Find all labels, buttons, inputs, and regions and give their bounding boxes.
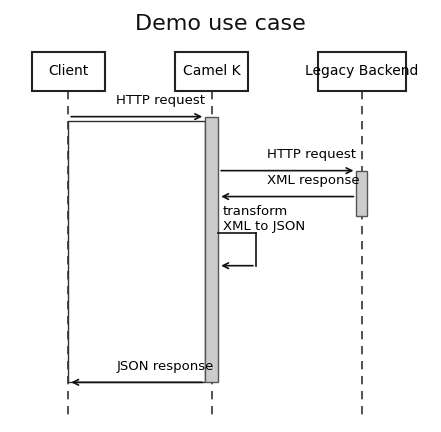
Text: transform
XML to JSON: transform XML to JSON (223, 205, 305, 233)
Text: XML response: XML response (267, 174, 359, 187)
Text: Demo use case: Demo use case (135, 14, 306, 34)
Text: Client: Client (48, 64, 89, 78)
Text: HTTP request: HTTP request (116, 94, 205, 107)
Bar (175, 52, 248, 91)
Bar (318, 52, 406, 91)
Text: JSON response: JSON response (116, 360, 213, 373)
Bar (68, 121, 205, 382)
Bar (205, 117, 218, 382)
Text: HTTP request: HTTP request (267, 148, 355, 161)
Bar (356, 171, 367, 216)
Text: Camel K: Camel K (183, 64, 240, 78)
Text: Legacy Backend: Legacy Backend (305, 64, 419, 78)
Bar (32, 52, 105, 91)
